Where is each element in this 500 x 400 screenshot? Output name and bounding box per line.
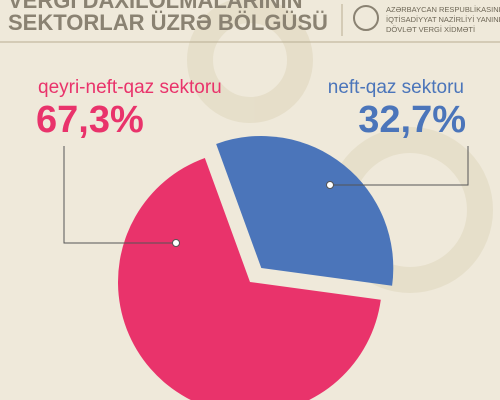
value-label: 32,7% [358,99,466,141]
org-name: İQTİSADİYYAT NAZİRLİYİ YANINDA [386,15,500,24]
category-label: neft-qaz sektoru [328,77,464,98]
leader-dot [172,239,180,247]
chart-title: SEKTORLAR ÜZRƏ BÖLGÜSÜ [8,10,328,35]
org-name: DÖVLƏT VERGİ XİDMƏTİ [386,25,475,34]
leader-line [330,146,469,186]
value-label: 67,3% [36,99,144,141]
emblem [353,5,379,31]
category-label: qeyri-neft-qaz sektoru [38,77,222,98]
leader-dot [326,181,334,189]
leader-line [63,146,176,244]
pie-slice [118,157,381,400]
chart-title: VERGİ DAXİLOLMALARININ [8,0,303,13]
pie-slice [216,135,394,286]
org-name: AZƏRBAYCAN RESPUBLİKASININ [386,5,500,14]
